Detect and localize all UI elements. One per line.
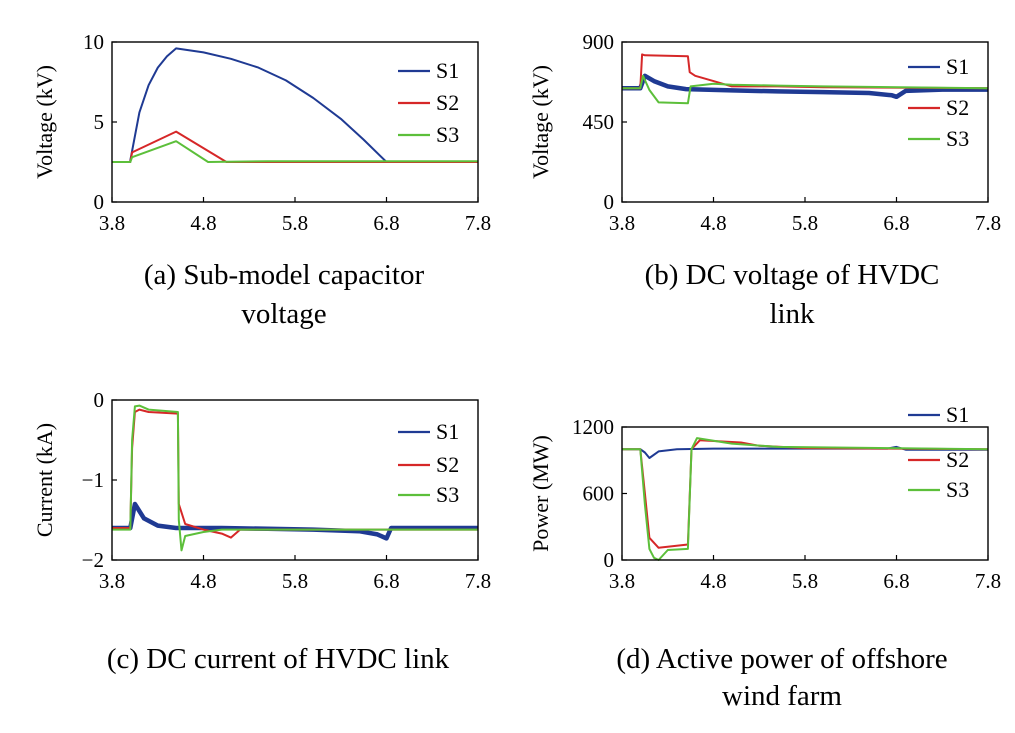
y-axis-label: Voltage (kV): [528, 65, 553, 179]
legend-label-s2: S2: [946, 95, 969, 120]
x-tick-label: 4.8: [700, 569, 726, 593]
x-tick-label: 7.8: [465, 211, 491, 235]
y-tick-label: 5: [94, 110, 105, 134]
y-tick-label: 600: [583, 482, 615, 506]
legend-label-s2: S2: [436, 90, 459, 115]
x-tick-label: 5.8: [792, 211, 818, 235]
series-line-s1: [112, 47, 478, 163]
y-tick-label: 450: [583, 110, 615, 134]
chart-panel-3: 3.8 4.8 5.8 6.8 7.8 −2 −1 0 Current (kA) S1 S2 S3 (c…: [32, 388, 491, 675]
plot-frame: [111, 41, 479, 203]
y-tick-label: 900: [583, 30, 615, 54]
legend-label-s1: S1: [436, 58, 459, 83]
y-axis-label: Power (MW): [528, 435, 553, 552]
x-tick-label: 3.8: [609, 211, 635, 235]
x-tick-label: 7.8: [975, 211, 1001, 235]
y-axis-label: Voltage (kV): [32, 65, 57, 179]
y-tick-label: 10: [83, 30, 104, 54]
x-tick-label: 5.8: [792, 569, 818, 593]
series-line-s3: [112, 404, 478, 552]
y-tick-label: −2: [82, 548, 104, 572]
series-line-s2: [112, 130, 478, 163]
x-tick-label: 4.8: [190, 211, 216, 235]
legend-label-s3: S3: [946, 126, 969, 151]
x-tick-label: 5.8: [282, 211, 308, 235]
x-tick-label: 3.8: [609, 569, 635, 593]
legend-label-s2: S2: [436, 452, 459, 477]
y-axis-label: Current (kA): [32, 423, 57, 537]
panel-caption: link: [769, 298, 815, 330]
series-line-s3: [622, 437, 988, 561]
panel-caption: voltage: [241, 298, 326, 330]
series-line-s1: [112, 501, 478, 541]
x-tick-label: 4.8: [700, 211, 726, 235]
x-tick-label: 7.8: [975, 569, 1001, 593]
x-tick-label: 6.8: [883, 211, 909, 235]
series-line-s3: [622, 74, 988, 105]
series-line-s2: [112, 408, 478, 539]
x-tick-label: 7.8: [465, 569, 491, 593]
x-tick-label: 3.8: [99, 211, 125, 235]
x-tick-label: 6.8: [373, 569, 399, 593]
series-line-s3: [112, 140, 478, 163]
legend-label-s2: S2: [946, 447, 969, 472]
x-tick-label: 6.8: [883, 569, 909, 593]
x-tick-label: 3.8: [99, 569, 125, 593]
chart-panel-2: 3.8 4.8 5.8 6.8 7.8 0 450 900 Voltage (kV) S1 S2 S3…: [528, 30, 1001, 330]
panel-caption: wind farm: [722, 680, 842, 712]
panel-caption: (b) DC voltage of HVDC: [645, 259, 940, 291]
y-tick-label: 1200: [572, 415, 614, 439]
series-line-s1: [622, 73, 988, 100]
legend-label-s1: S1: [946, 402, 969, 427]
chart-panel-4: 3.8 4.8 5.8 6.8 7.8 0 600 1200 Power (MW) S1 S2 S3 (…: [528, 402, 1001, 712]
x-tick-label: 4.8: [190, 569, 216, 593]
y-tick-label: 0: [604, 190, 615, 214]
legend-label-s3: S3: [436, 122, 459, 147]
panel-caption: (d) Active power of offshore: [616, 643, 947, 675]
legend-label-s1: S1: [946, 54, 969, 79]
y-tick-label: 0: [94, 388, 105, 412]
plot-frame: [111, 399, 479, 561]
series-line-s2: [622, 439, 988, 549]
series-line-s2: [622, 53, 988, 90]
y-tick-label: 0: [94, 190, 105, 214]
legend-label-s3: S3: [946, 477, 969, 502]
x-tick-label: 5.8: [282, 569, 308, 593]
x-tick-label: 6.8: [373, 211, 399, 235]
y-tick-label: 0: [604, 548, 615, 572]
panel-caption: (a) Sub-model capacitor: [144, 259, 425, 291]
panel-caption: (c) DC current of HVDC link: [107, 643, 450, 675]
legend-label-s3: S3: [436, 482, 459, 507]
y-tick-label: −1: [82, 468, 104, 492]
legend-label-s1: S1: [436, 419, 459, 444]
chart-panel-1: 3.8 4.8 5.8 6.8 7.8 0 5 10 Voltage (kV) S1 S2 S3 (a)…: [32, 30, 491, 330]
